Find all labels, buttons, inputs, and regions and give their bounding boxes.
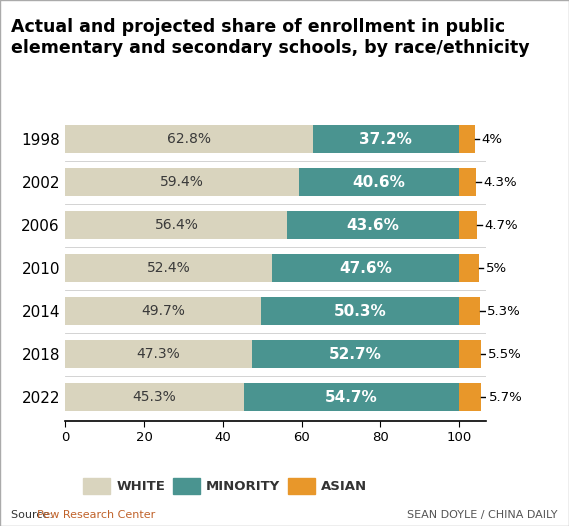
Text: 45.3%: 45.3% — [133, 390, 176, 404]
Bar — [459, 168, 476, 196]
Text: 5.7%: 5.7% — [488, 391, 522, 403]
Bar — [312, 125, 459, 153]
Text: SEAN DOYLE / CHINA DAILY: SEAN DOYLE / CHINA DAILY — [407, 510, 558, 520]
Bar — [261, 297, 459, 325]
Text: 47.3%: 47.3% — [137, 347, 180, 361]
Text: 50.3%: 50.3% — [333, 304, 386, 319]
Bar — [65, 340, 251, 368]
Text: 56.4%: 56.4% — [154, 218, 199, 232]
Text: 4.3%: 4.3% — [483, 176, 517, 189]
Bar — [459, 340, 481, 368]
Legend: WHITE, MINORITY, ASIAN: WHITE, MINORITY, ASIAN — [78, 473, 373, 499]
Bar — [299, 168, 459, 196]
Bar — [251, 340, 459, 368]
Text: 4%: 4% — [482, 133, 503, 146]
Bar — [459, 125, 475, 153]
Text: 52.4%: 52.4% — [147, 261, 191, 275]
Text: 49.7%: 49.7% — [141, 304, 185, 318]
Text: 40.6%: 40.6% — [353, 175, 406, 190]
Text: 54.7%: 54.7% — [325, 390, 378, 404]
Bar — [459, 211, 477, 239]
Text: 37.2%: 37.2% — [359, 132, 412, 147]
Text: 4.7%: 4.7% — [485, 219, 518, 232]
Text: 5%: 5% — [486, 262, 507, 275]
Text: 47.6%: 47.6% — [339, 261, 391, 276]
Bar — [271, 254, 459, 282]
Text: Source:: Source: — [11, 510, 57, 520]
Text: Actual and projected share of enrollment in public
elementary and secondary scho: Actual and projected share of enrollment… — [11, 18, 530, 57]
Bar — [244, 383, 459, 411]
Bar — [459, 383, 481, 411]
Text: 5.3%: 5.3% — [487, 305, 521, 318]
Bar — [459, 297, 480, 325]
Text: 62.8%: 62.8% — [167, 133, 211, 146]
Bar — [65, 383, 244, 411]
Bar — [65, 297, 261, 325]
Bar — [65, 211, 287, 239]
Bar — [459, 254, 479, 282]
Bar — [65, 125, 312, 153]
Bar — [287, 211, 459, 239]
Text: 59.4%: 59.4% — [160, 175, 204, 189]
Text: Pew Research Center: Pew Research Center — [37, 510, 155, 520]
Text: 52.7%: 52.7% — [329, 347, 382, 362]
Text: 43.6%: 43.6% — [347, 218, 399, 233]
Bar — [65, 254, 271, 282]
Bar — [65, 168, 299, 196]
Text: 5.5%: 5.5% — [488, 348, 521, 361]
